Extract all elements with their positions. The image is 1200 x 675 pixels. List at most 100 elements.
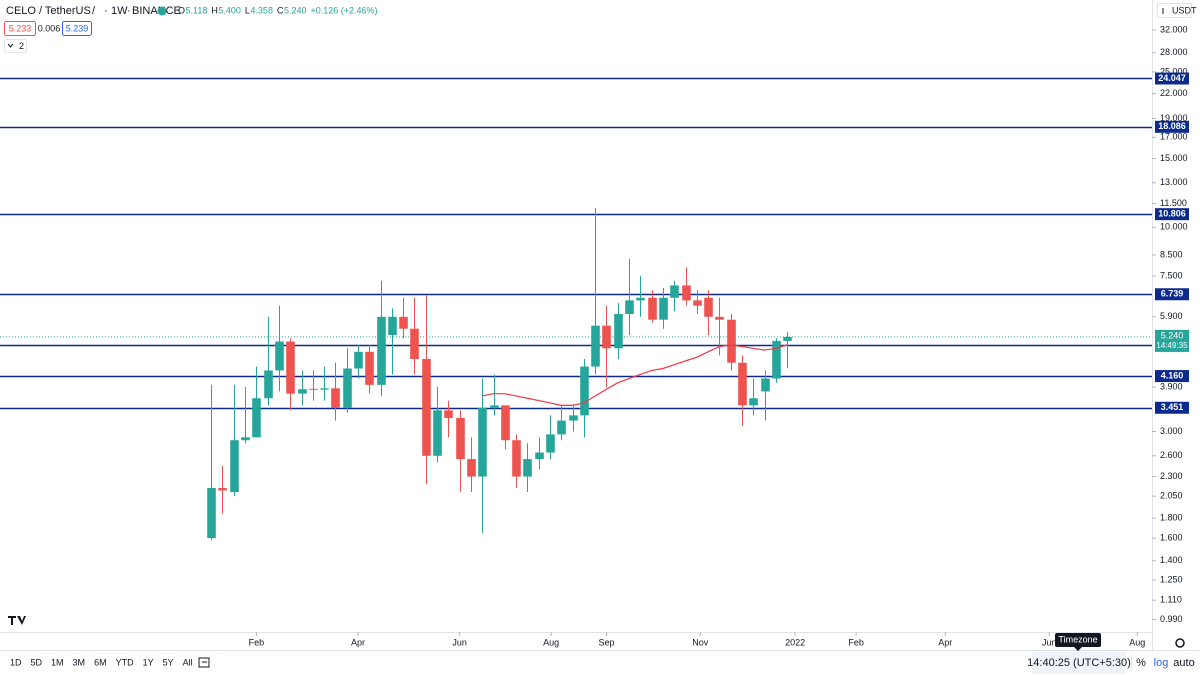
indicators-toggle[interactable]: [4, 39, 27, 53]
currency-box[interactable]: [1157, 3, 1192, 18]
candle-body: [309, 388, 318, 390]
market-status[interactable]: [157, 6, 167, 16]
level-label-box: [1155, 120, 1189, 133]
x-tick-label: Nov: [692, 637, 709, 647]
ohlc-value: 5.240: [284, 5, 307, 15]
candle-body: [218, 488, 227, 491]
level-label: 3.451: [1161, 402, 1184, 412]
y-tick-label: 17.000: [1160, 132, 1188, 142]
x-tick-label: Jun: [1042, 637, 1057, 647]
candle-body: [490, 405, 499, 408]
ohlc-key: O: [178, 5, 185, 15]
level-label: 6.739: [1161, 289, 1184, 299]
time-box[interactable]: [1032, 652, 1126, 674]
candle-body: [422, 359, 431, 456]
ohlc-value: 5.118: [186, 5, 208, 15]
range-button[interactable]: 5Y: [163, 657, 174, 667]
x-tick-label: Sep: [598, 637, 614, 647]
candle-body: [410, 328, 419, 360]
y-tick-label: 7.500: [1160, 270, 1183, 280]
candle-body: [444, 410, 453, 418]
candle-body: [377, 316, 386, 385]
level-label: 24.047: [1158, 73, 1186, 83]
candle-body: [252, 398, 261, 438]
change: +0.126 (+2.46%): [310, 5, 377, 15]
range-button[interactable]: 5D: [31, 657, 43, 667]
y-tick-label: 19.000: [1160, 113, 1188, 123]
percent-toggle[interactable]: %: [1136, 657, 1146, 669]
y-tick-label: 2.600: [1160, 450, 1183, 460]
y-tick-label: 28.000: [1160, 47, 1188, 57]
ohlc-legend: O 5.118 H 5.400 L 4.358 C 5.240 +0.126 (+2.46%): [178, 5, 378, 15]
candle-body: [365, 351, 374, 385]
y-tick-label: 1.110: [1160, 595, 1182, 605]
candle-body: [636, 297, 645, 301]
range-button[interactable]: 6M: [94, 657, 107, 667]
candle-body: [388, 316, 397, 335]
range-button[interactable]: 3M: [73, 657, 86, 667]
log-toggle[interactable]: log: [1154, 657, 1169, 669]
candle-body: [738, 362, 747, 406]
x-tick-label: Aug: [1129, 637, 1145, 647]
y-tick-label: 1.600: [1160, 533, 1183, 543]
currency[interactable]: USDT: [1172, 5, 1197, 15]
candle-body: [467, 459, 476, 477]
candle-body: [298, 389, 307, 394]
level-label: 18.086: [1158, 121, 1186, 131]
clock[interactable]: 14:40:25 (UTC+5:30): [1027, 657, 1131, 669]
bid[interactable]: 5.233: [9, 23, 32, 33]
y-tick-label: 13.000: [1160, 177, 1188, 187]
x-tick-label: Feb: [249, 637, 265, 647]
logo[interactable]: [8, 616, 26, 625]
x-tick-label: Apr: [351, 637, 365, 647]
candle-body: [399, 316, 408, 329]
tooltip: Timezone: [1058, 634, 1097, 644]
range-button[interactable]: YTD: [116, 657, 135, 667]
range-button[interactable]: 1D: [10, 657, 22, 667]
candle-body: [761, 378, 770, 392]
candle-body: [715, 316, 724, 320]
settings-icon[interactable]: [1175, 638, 1185, 648]
symbol[interactable]: CELO / TetherUS: [6, 5, 91, 17]
x-tick-label: Feb: [848, 637, 864, 647]
level-label: 10.806: [1158, 209, 1186, 219]
range-button[interactable]: All: [183, 657, 193, 667]
candle-body: [727, 319, 736, 363]
candle-body: [648, 297, 657, 320]
level-label-box: [1155, 288, 1189, 301]
candle-body: [602, 325, 611, 349]
candle-body: [749, 398, 758, 406]
plot-area: [0, 77, 1152, 541]
y-tick-label: 15.000: [1160, 153, 1188, 163]
y-tick-label: 25.000: [1160, 66, 1188, 76]
x-tick-label: 2022: [785, 637, 805, 647]
candle-body: [659, 297, 668, 320]
candle-body: [354, 351, 363, 369]
y-tick-label: 8.500: [1160, 249, 1183, 259]
candle-body: [241, 437, 250, 441]
candle-body: [693, 300, 702, 306]
buy-button[interactable]: [62, 21, 92, 36]
sell-button[interactable]: [4, 21, 36, 36]
last-price-box: [1155, 329, 1189, 352]
date-range-icon[interactable]: [198, 657, 210, 668]
ask[interactable]: 5.239: [66, 23, 89, 33]
ohlc-value: 4.358: [250, 5, 273, 15]
level-label-box: [1155, 72, 1189, 85]
x-tick-label: Apr: [938, 637, 952, 647]
candle-body: [512, 440, 521, 477]
range-button[interactable]: 1Y: [143, 657, 154, 667]
candle-body: [478, 407, 487, 477]
interval[interactable]: 1W: [111, 5, 128, 17]
candle-body: [783, 336, 792, 341]
range-button[interactable]: 1M: [51, 657, 64, 667]
candle-body: [207, 488, 216, 539]
candle-body: [580, 366, 589, 416]
auto-toggle[interactable]: auto: [1173, 657, 1194, 669]
level-label-box: [1155, 401, 1189, 414]
ohlc-key: L: [245, 5, 250, 15]
candle-body: [286, 341, 295, 394]
candle-body: [591, 325, 600, 367]
y-tick-label: 22.000: [1160, 88, 1188, 98]
indicator-count: 2: [19, 41, 24, 51]
